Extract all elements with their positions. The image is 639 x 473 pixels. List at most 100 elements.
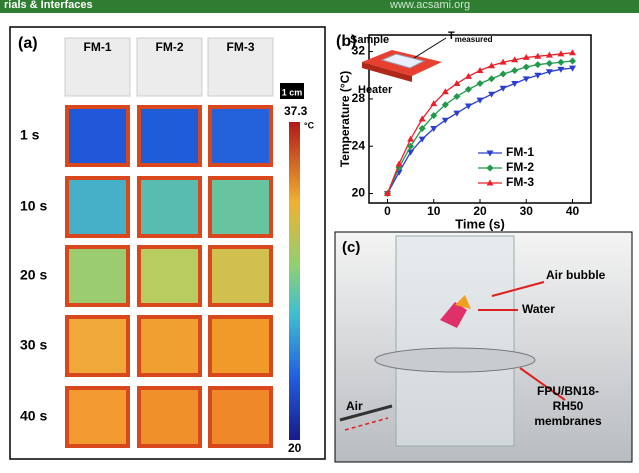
sample-photo <box>136 37 203 97</box>
thermal-image-core <box>212 390 269 444</box>
y-tick-label: 28 <box>352 91 366 105</box>
marker <box>407 142 415 150</box>
annotation: RH50 <box>553 399 584 413</box>
marker <box>511 56 519 63</box>
column-label: FM-1 <box>84 40 112 54</box>
panel-label: (a) <box>18 35 38 52</box>
marker <box>441 117 449 124</box>
marker <box>384 190 391 196</box>
column-label: FM-2 <box>156 40 184 54</box>
pointer <box>413 37 447 59</box>
marker <box>557 58 565 66</box>
header-left: rials & Interfaces <box>4 0 93 11</box>
marker <box>569 49 576 56</box>
marker <box>534 52 542 59</box>
marker <box>511 66 519 74</box>
x-tick-label: 20 <box>473 204 487 218</box>
marker <box>453 80 461 86</box>
panel-b: (b) 0 10 20 30 40 20 24 28 32 Time (s) Temperature … <box>336 33 592 231</box>
marker <box>418 124 426 132</box>
x-tick-label: 0 <box>384 204 391 218</box>
thermal-image-core <box>141 319 198 373</box>
inset-label: Sample <box>350 34 389 46</box>
marker <box>488 91 496 98</box>
row-label: 1 s <box>20 127 40 143</box>
marker <box>464 103 472 110</box>
colorbar-min: 20 <box>288 441 302 455</box>
x-tick-label: 40 <box>566 204 580 218</box>
marker <box>499 58 507 65</box>
marker <box>522 76 530 83</box>
air-tube <box>339 404 393 422</box>
panel-label: (c) <box>342 239 360 256</box>
legend-marker <box>486 164 494 172</box>
inset-label: Heater <box>358 84 393 96</box>
marker <box>418 115 426 122</box>
thermal-image-core <box>212 109 269 163</box>
x-axis-label: Time (s) <box>455 216 505 231</box>
thermal-image-core <box>69 319 126 373</box>
colorbar-unit: °C <box>304 120 315 130</box>
colorbar <box>289 122 300 440</box>
inset-label: measured <box>455 35 493 44</box>
panel-a: FM-1 FM-2 FM-3 1 s 10 s 20 s 30 s 40 s <box>20 37 274 448</box>
inset-label: Tmeasured <box>448 30 493 44</box>
scale-bar <box>280 83 304 99</box>
annotation: Air bubble <box>546 268 606 282</box>
marker <box>453 93 461 101</box>
cylinder <box>395 235 515 447</box>
column-label: FM-3 <box>227 40 255 54</box>
header-bar <box>0 0 639 13</box>
thermal-image-core <box>141 249 198 303</box>
thermal-image-core <box>69 390 126 444</box>
marker <box>418 136 426 143</box>
marker <box>476 66 484 73</box>
marker <box>488 75 496 83</box>
annotation: membranes <box>534 414 602 428</box>
thermal-image-core <box>69 109 126 163</box>
annotation: Water <box>522 302 555 316</box>
membrane-piece <box>455 295 471 309</box>
thermal-image-core <box>69 180 126 234</box>
marker <box>545 69 553 76</box>
arrow <box>519 367 566 401</box>
x-tick-label: 30 <box>520 204 534 218</box>
marker <box>407 149 415 156</box>
panel-label: (b) <box>336 33 356 50</box>
membrane-piece <box>440 302 467 328</box>
marker <box>511 81 519 88</box>
marker <box>522 53 530 60</box>
thermal-image-core <box>212 319 269 373</box>
legend-marker <box>486 150 494 157</box>
colorbar-max: 37.3 <box>284 104 308 118</box>
legend-label: FM-1 <box>506 145 534 159</box>
x-tick-label: 10 <box>427 204 441 218</box>
marker <box>545 59 553 67</box>
thermal-image-core <box>212 249 269 303</box>
y-axis-label: Temperature (°C) <box>338 71 352 168</box>
marker <box>557 66 565 73</box>
legend-label: FM-2 <box>506 160 534 174</box>
sample <box>380 53 426 69</box>
thermal-image-core <box>141 390 198 444</box>
annotation: FPU/BN18- <box>537 384 599 398</box>
row-label: 40 s <box>20 408 47 424</box>
marker <box>522 63 530 71</box>
y-tick-label: 24 <box>352 138 366 152</box>
marker <box>441 88 449 95</box>
row-label: 10 s <box>20 198 47 214</box>
marker <box>534 61 542 69</box>
marker <box>407 135 415 142</box>
row-label: 20 s <box>20 267 47 283</box>
marker <box>545 51 553 58</box>
inset-label: T <box>448 30 455 42</box>
marker <box>499 70 507 78</box>
marker <box>476 97 484 104</box>
flange <box>374 347 536 373</box>
marker <box>499 85 507 92</box>
marker <box>430 126 438 132</box>
marker <box>395 160 403 167</box>
marker <box>476 80 484 88</box>
marker <box>441 101 449 109</box>
